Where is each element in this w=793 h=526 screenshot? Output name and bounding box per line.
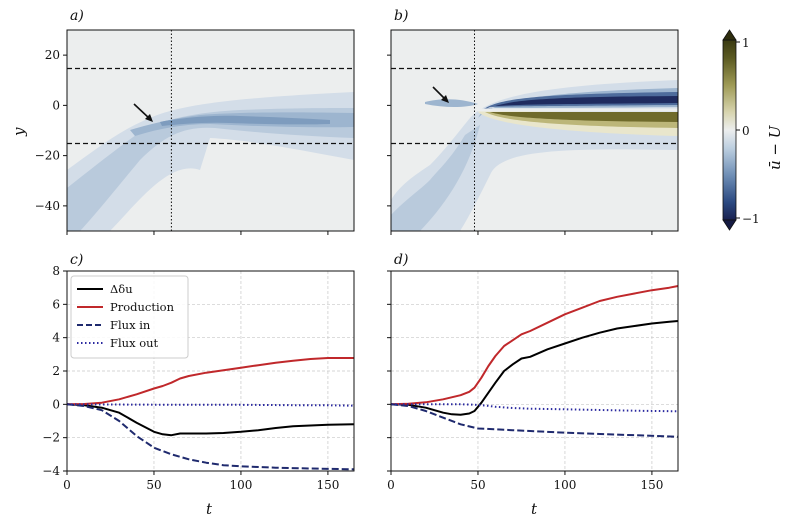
panel-c-ytick-label: −4 xyxy=(42,464,60,478)
panel-c-xtick-label: 100 xyxy=(229,478,252,492)
panel-d-xticks: 0 50 100 150 xyxy=(387,471,663,492)
colorbar-tick-label-top: 1 xyxy=(742,36,750,50)
panel-a-ytick-label: 0 xyxy=(52,98,60,112)
contour-a-level4 xyxy=(160,115,330,126)
panel-d-background xyxy=(391,271,678,471)
panel-c-lines xyxy=(66,357,355,471)
panel-c-yticks: 8 6 4 2 0 −2 −4 xyxy=(42,264,67,478)
panel-a-yticks: 20 0 −20 −40 xyxy=(35,48,67,213)
contour-b-olive3 xyxy=(490,112,678,122)
panel-d-series-flux-in xyxy=(390,403,679,438)
panel-c-label: c) xyxy=(70,252,83,268)
legend-text-production: Production xyxy=(110,300,175,314)
panel-b-xticks xyxy=(390,231,653,235)
panel-b-label: b) xyxy=(394,8,408,24)
panel-b-frame xyxy=(390,29,679,232)
panel-d-xtick-label: 100 xyxy=(553,478,576,492)
panel-c-ytick-label: 4 xyxy=(52,331,60,345)
legend: Δδu Production Flux in Flux out xyxy=(70,275,189,359)
panel-d-xlabel: t xyxy=(531,500,538,518)
contour-a-level2 xyxy=(67,108,354,231)
contour-b-center-white xyxy=(478,108,678,112)
panel-c-series-flux-out xyxy=(66,403,355,407)
contour-b-arrow-tip-region xyxy=(425,99,478,107)
panel-c-ytick-label: 2 xyxy=(52,364,60,378)
panel-b-contours xyxy=(391,80,678,231)
panel-c: 8 6 4 2 0 −2 −4 0 50 100 150 c) t Δδu Production … xyxy=(42,252,355,518)
panel-c-ytick-label: 8 xyxy=(52,264,60,278)
panel-c-xticks: 0 50 100 150 xyxy=(63,471,339,492)
panel-a-ytick-label: 20 xyxy=(45,48,60,62)
panel-d-series-delta xyxy=(390,320,679,416)
panel-a-xticks xyxy=(66,231,329,235)
colorbar-label: ū − U xyxy=(766,124,784,170)
legend-text-delta: Δδu xyxy=(110,282,133,296)
panel-d-xtick-label: 50 xyxy=(470,478,485,492)
panel-d-lines xyxy=(390,285,679,438)
panel-c-xlabel: t xyxy=(206,500,213,518)
panel-c-series-delta xyxy=(66,403,355,437)
panel-a-arrow-head xyxy=(145,114,153,122)
contour-b-level2 xyxy=(391,125,480,231)
contour-b-level5 xyxy=(485,96,678,110)
panel-c-ytick-label: 6 xyxy=(52,297,60,311)
panel-a-label: a) xyxy=(70,8,84,24)
panel-a-ytick-label: −20 xyxy=(35,149,60,163)
panel-d-label: d) xyxy=(394,252,408,268)
panel-a: a) y 20 0 −20 −40 xyxy=(10,8,355,235)
panel-c-ytick-label: 0 xyxy=(52,397,60,411)
colorbar-top-extension xyxy=(722,29,737,41)
panel-d-series-flux-out xyxy=(391,403,679,413)
colorbar-bottom-extension xyxy=(722,219,737,231)
panel-d-yticks xyxy=(387,270,391,472)
legend-text-flux-in: Flux in xyxy=(110,318,151,332)
panel-d: 0 50 100 150 d) t xyxy=(387,252,679,518)
y-axis-label: y xyxy=(10,127,28,137)
panel-b-yticks xyxy=(387,54,391,207)
panel-d-series-production xyxy=(390,285,679,406)
colorbar-tick-label-bottom: −1 xyxy=(742,212,760,226)
panel-a-frame xyxy=(66,29,355,232)
panel-c-xtick-label: 150 xyxy=(316,478,339,492)
panel-c-series-production xyxy=(66,357,354,406)
legend-text-flux-out: Flux out xyxy=(110,336,159,350)
panel-c-ytick-label: −2 xyxy=(42,431,60,445)
panel-a-ytick-label: −40 xyxy=(35,199,60,213)
colorbar: 1 0 −1 ū − U xyxy=(722,29,784,231)
panel-a-arrow-shaft xyxy=(133,103,151,120)
panel-c-xtick-label: 50 xyxy=(146,478,161,492)
panel-d-xtick-label: 150 xyxy=(640,478,663,492)
panel-b: b) xyxy=(387,8,679,235)
panel-d-xtick-label: 0 xyxy=(387,478,395,492)
legend-box xyxy=(70,275,189,359)
colorbar-gradient xyxy=(722,39,737,221)
panel-c-xtick-label: 0 xyxy=(63,478,71,492)
panel-b-arrow-head xyxy=(441,95,449,103)
panel-a-contours xyxy=(67,92,354,231)
colorbar-tick-label-mid: 0 xyxy=(742,124,750,138)
